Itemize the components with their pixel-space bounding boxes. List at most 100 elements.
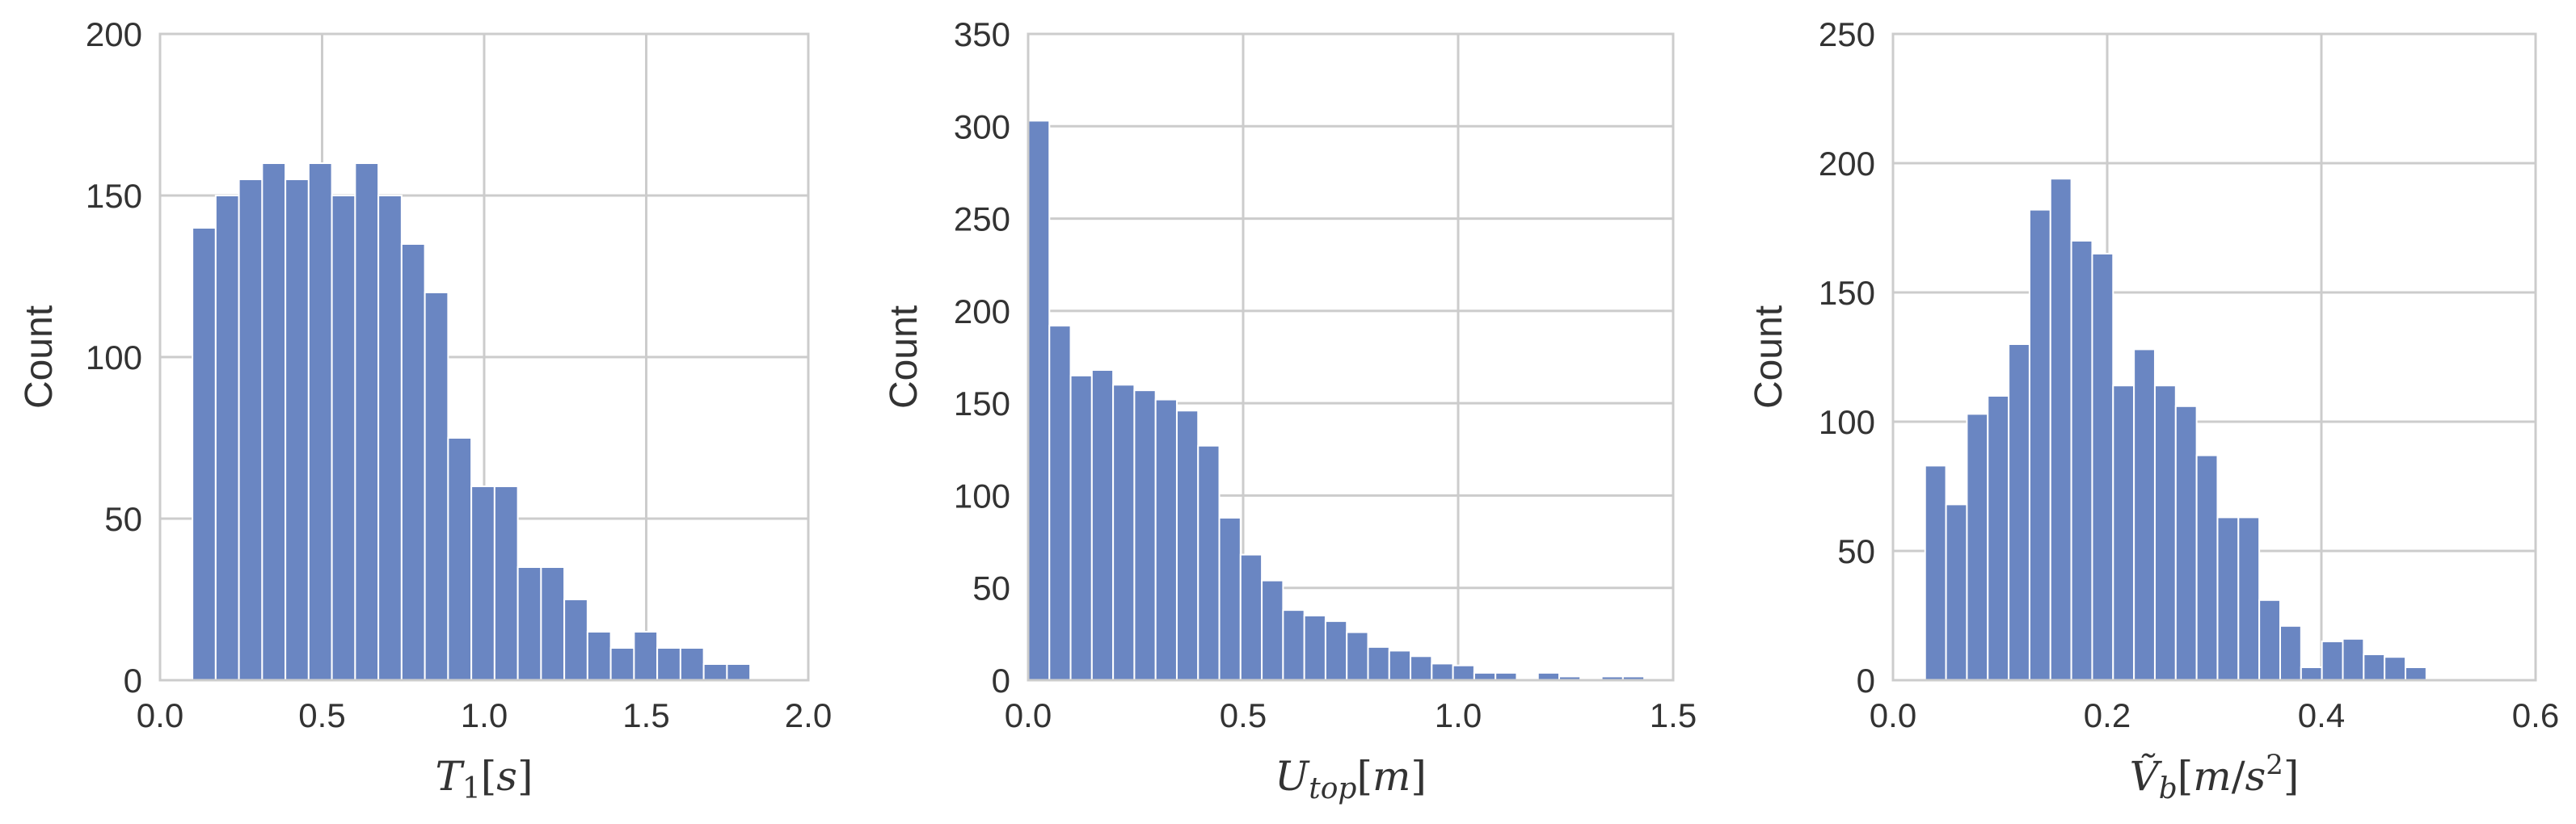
- histogram-bar: [2384, 656, 2407, 682]
- histogram-bar: [2363, 654, 2386, 681]
- histogram-bar: [261, 162, 287, 681]
- histogram-bar: [679, 647, 705, 681]
- y-tick-labels: 0 50 100 150 200 250 300 350: [954, 15, 1010, 700]
- axes-frame: [158, 32, 810, 682]
- histogram-bar: [2237, 516, 2261, 682]
- histogram-bar: [1154, 398, 1178, 681]
- histogram-panel-period: 0 50 100 150 200 0.0 0.5 1.0 1.5 2.0 Count T1[s]: [18, 15, 832, 805]
- histogram-bar: [1239, 553, 1263, 681]
- histogram-bar: [238, 179, 264, 681]
- bars: [1924, 178, 2427, 682]
- x-axis-label: T1[s]: [436, 753, 533, 805]
- y-tick-label: 200: [954, 292, 1010, 330]
- histogram-bar: [1924, 465, 1947, 682]
- x-tick-label: 0.0: [137, 696, 183, 734]
- histogram-bar: [563, 599, 588, 681]
- x-tick-label: 1.0: [1435, 696, 1482, 734]
- histogram-bar: [192, 227, 217, 681]
- y-tick-label: 0: [992, 662, 1010, 700]
- histogram-bar: [702, 663, 728, 681]
- histogram-bar: [2342, 637, 2365, 681]
- y-tick-label: 150: [86, 177, 142, 215]
- histogram-bar: [2028, 208, 2051, 682]
- histogram-bar: [633, 631, 659, 681]
- histogram-bar: [1388, 650, 1412, 682]
- y-tick-label: 0: [1857, 662, 1875, 700]
- x-tick-labels: 0.0 0.5 1.0 1.5 2.0: [137, 696, 832, 734]
- histogram-bar: [1966, 413, 1989, 682]
- histogram-bar: [354, 162, 380, 681]
- y-tick-label: 150: [1819, 274, 1875, 312]
- x-tick-label: 1.0: [461, 696, 508, 734]
- histogram-panel-base-shear: 0 50 100 150 200 250 0.0 0.2 0.4 0.6 Count Ṽb[m/…: [1748, 15, 2559, 805]
- y-tick-label: 100: [954, 477, 1010, 515]
- histogram-bar: [1112, 384, 1136, 681]
- y-tick-label: 250: [1819, 15, 1875, 53]
- histogram-bar: [2091, 253, 2114, 681]
- histogram-bar: [1303, 615, 1326, 681]
- histogram-bar: [1987, 395, 2010, 681]
- y-tick-label: 200: [86, 15, 142, 53]
- histogram-bar: [1282, 609, 1305, 682]
- histogram-bar: [516, 566, 542, 681]
- histogram-bar: [2070, 240, 2093, 681]
- histogram-bar: [1452, 664, 1475, 682]
- histogram-bar: [377, 195, 403, 681]
- y-tick-label: 50: [1837, 532, 1875, 570]
- histogram-bar: [1133, 389, 1157, 681]
- axes-frame: [1027, 32, 1675, 682]
- y-axis-label: Count: [883, 305, 925, 409]
- histogram-bar: [447, 437, 473, 681]
- histogram-bar: [424, 292, 449, 681]
- histogram-bar: [1346, 631, 1369, 681]
- histogram-bar: [331, 195, 356, 681]
- histogram-bar: [1069, 374, 1093, 681]
- histogram-bar: [1367, 645, 1390, 681]
- histogram-bar: [2153, 385, 2177, 681]
- x-tick-label: 0.5: [298, 696, 345, 734]
- histogram-bar: [285, 179, 310, 681]
- histogram-bar: [1175, 410, 1199, 681]
- y-tick-labels: 0 50 100 150 200 250: [1819, 15, 1875, 700]
- histogram-bar: [400, 243, 426, 681]
- y-tick-label: 0: [124, 662, 142, 700]
- x-tick-label: 0.5: [1220, 696, 1267, 734]
- x-tick-labels: 0.0 0.2 0.4 0.6: [1870, 696, 2559, 734]
- y-tick-label: 150: [954, 385, 1010, 423]
- histogram-bar: [2008, 343, 2030, 681]
- y-tick-label: 50: [104, 500, 142, 538]
- histogram-bar: [2216, 516, 2240, 682]
- histogram-bar: [726, 663, 752, 681]
- histogram-bar: [1197, 444, 1221, 681]
- y-tick-label: 250: [954, 200, 1010, 238]
- histogram-bar: [1218, 516, 1242, 681]
- histogram-bar: [2321, 641, 2344, 681]
- histogram-bar: [2133, 348, 2156, 681]
- axes-frame: [1891, 32, 2537, 682]
- x-tick-label: 1.5: [1650, 696, 1697, 734]
- histogram-bar: [2112, 385, 2135, 681]
- histogram-bar: [1261, 579, 1284, 681]
- x-tick-label: 0.0: [1005, 696, 1052, 734]
- histogram-bar: [1431, 662, 1454, 682]
- x-tick-labels: 0.0 0.5 1.0 1.5: [1005, 696, 1697, 734]
- histogram-bar: [2300, 666, 2323, 681]
- histogram-panel-top-displacement: 0 50 100 150 200 250 300 350 0.0 0.5 1.0 1.5 Count…: [883, 15, 1697, 805]
- histogram-bar: [609, 647, 635, 681]
- y-tick-label: 100: [1819, 403, 1875, 441]
- x-tick-label: 0.4: [2298, 696, 2345, 734]
- x-axis-label: Ṽb[m/s2]: [2130, 749, 2300, 805]
- histogram-bar: [1945, 503, 1968, 682]
- bars: [192, 162, 752, 681]
- histogram-bar: [1027, 120, 1051, 681]
- histogram-bar: [1410, 655, 1433, 681]
- histogram-bar: [2279, 624, 2302, 681]
- histogram-bar: [493, 486, 519, 681]
- histogram-bar: [2258, 599, 2281, 681]
- histogram-bar: [540, 566, 566, 681]
- y-tick-label: 350: [954, 15, 1010, 53]
- histogram-bar: [656, 647, 681, 681]
- y-axis-label: Count: [1748, 305, 1790, 409]
- histogram-bar: [214, 195, 240, 681]
- x-tick-label: 0.6: [2512, 696, 2559, 734]
